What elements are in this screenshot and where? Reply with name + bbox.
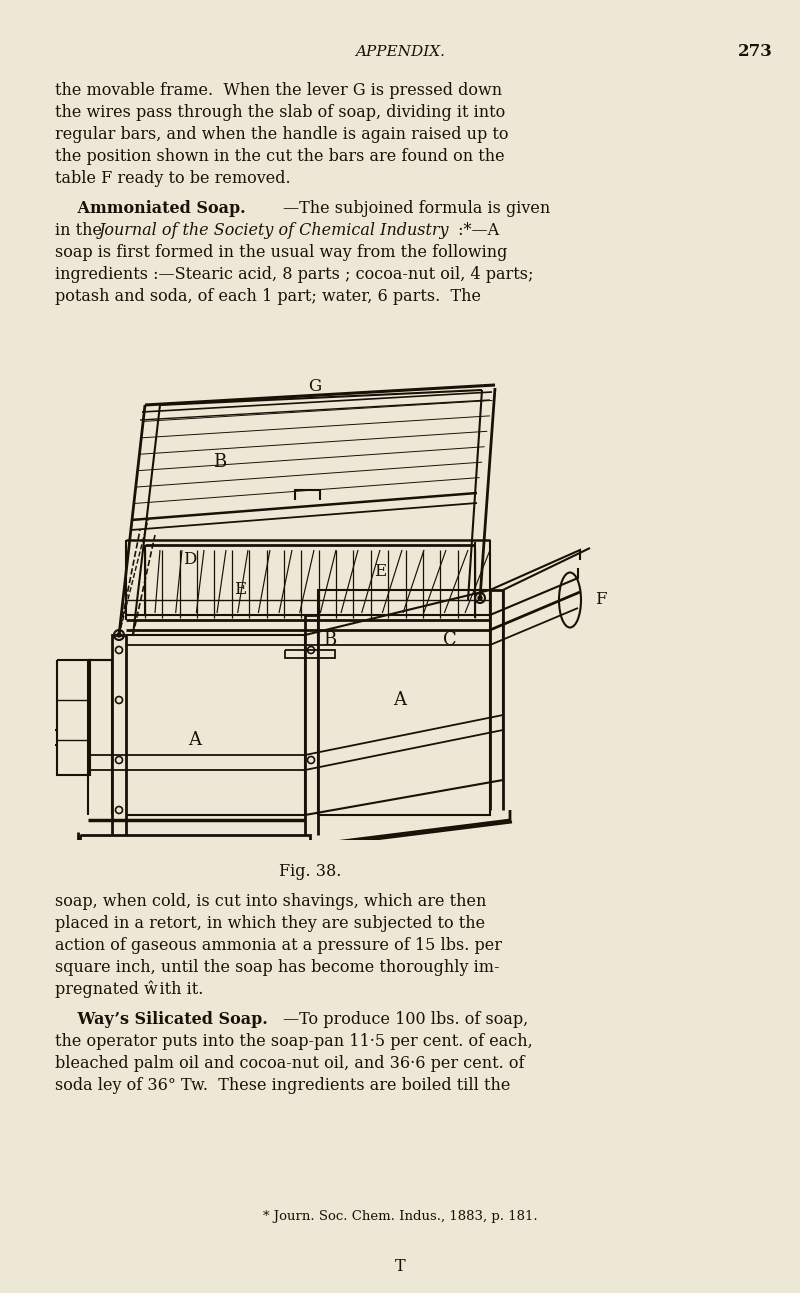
Text: in the: in the <box>55 222 107 239</box>
Text: Journal of the Society of Chemical Industry: Journal of the Society of Chemical Indus… <box>99 222 450 239</box>
Text: —The subjoined formula is given: —The subjoined formula is given <box>283 200 550 217</box>
Text: bleached palm oil and cocoa-nut oil, and 36·6 per cent. of: bleached palm oil and cocoa-nut oil, and… <box>55 1055 525 1072</box>
Text: the position shown in the cut the bars are found on the: the position shown in the cut the bars a… <box>55 147 505 166</box>
Text: placed in a retort, in which they are subjected to the: placed in a retort, in which they are su… <box>55 915 485 932</box>
Text: G: G <box>309 378 322 394</box>
Circle shape <box>117 634 121 637</box>
Text: regular bars, and when the handle is again raised up to: regular bars, and when the handle is aga… <box>55 125 509 144</box>
Text: APPENDIX.: APPENDIX. <box>355 45 445 59</box>
Text: A: A <box>394 690 406 709</box>
Text: D: D <box>183 552 197 569</box>
Text: Fig. 38.: Fig. 38. <box>279 862 341 881</box>
Text: square inch, until the soap has become thoroughly im-: square inch, until the soap has become t… <box>55 959 499 976</box>
Text: F: F <box>595 591 606 609</box>
Text: potash and soda, of each 1 part; water, 6 parts.  The: potash and soda, of each 1 part; water, … <box>55 288 481 305</box>
Text: 273: 273 <box>738 44 773 61</box>
Text: E: E <box>374 564 386 581</box>
Text: soap is first formed in the usual way from the following: soap is first formed in the usual way fr… <box>55 244 507 261</box>
Text: —To produce 100 lbs. of soap,: —To produce 100 lbs. of soap, <box>283 1011 528 1028</box>
Text: pregnated ŵith it.: pregnated ŵith it. <box>55 981 203 998</box>
Text: the wires pass through the slab of soap, dividing it into: the wires pass through the slab of soap,… <box>55 103 506 122</box>
Text: B: B <box>323 631 337 649</box>
Circle shape <box>478 596 482 600</box>
Text: A: A <box>189 731 202 749</box>
Text: Way’s Silicated Soap.: Way’s Silicated Soap. <box>55 1011 268 1028</box>
Text: action of gaseous ammonia at a pressure of 15 lbs. per: action of gaseous ammonia at a pressure … <box>55 937 502 954</box>
Text: the movable frame.  When the lever G is pressed down: the movable frame. When the lever G is p… <box>55 81 502 100</box>
Text: table F ready to be removed.: table F ready to be removed. <box>55 169 290 187</box>
Text: :*—A: :*—A <box>453 222 499 239</box>
Text: C: C <box>443 631 457 649</box>
Text: E: E <box>234 582 246 599</box>
Text: ingredients :—Stearic acid, 8 parts ; cocoa-nut oil, 4 parts;: ingredients :—Stearic acid, 8 parts ; co… <box>55 266 534 283</box>
Text: the operator puts into the soap-pan 11·5 per cent. of each,: the operator puts into the soap-pan 11·5… <box>55 1033 533 1050</box>
Text: T: T <box>394 1258 406 1275</box>
Text: B: B <box>214 453 226 471</box>
Text: soap, when cold, is cut into shavings, which are then: soap, when cold, is cut into shavings, w… <box>55 893 486 910</box>
Text: soda ley of 36° Tw.  These ingredients are boiled till the: soda ley of 36° Tw. These ingredients ar… <box>55 1077 510 1094</box>
Text: * Journ. Soc. Chem. Indus., 1883, p. 181.: * Journ. Soc. Chem. Indus., 1883, p. 181… <box>262 1210 538 1223</box>
Text: Ammoniated Soap.: Ammoniated Soap. <box>55 200 246 217</box>
